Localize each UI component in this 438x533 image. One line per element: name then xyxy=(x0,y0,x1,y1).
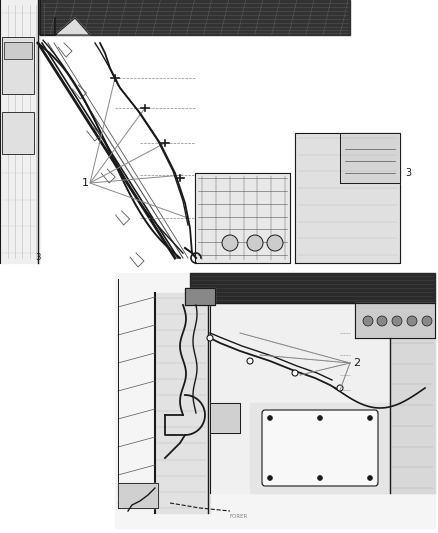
Circle shape xyxy=(207,335,213,341)
Circle shape xyxy=(318,416,322,421)
Polygon shape xyxy=(40,0,350,35)
FancyBboxPatch shape xyxy=(262,410,378,486)
Circle shape xyxy=(392,316,402,326)
Text: 2: 2 xyxy=(353,358,360,368)
Polygon shape xyxy=(250,403,390,493)
Polygon shape xyxy=(295,133,400,263)
Circle shape xyxy=(367,416,372,421)
Circle shape xyxy=(247,235,263,251)
Text: 3: 3 xyxy=(405,168,411,178)
Polygon shape xyxy=(0,0,40,263)
Circle shape xyxy=(377,316,387,326)
Polygon shape xyxy=(390,338,435,493)
FancyBboxPatch shape xyxy=(2,112,34,154)
Circle shape xyxy=(363,316,373,326)
Polygon shape xyxy=(190,273,435,303)
Circle shape xyxy=(268,475,272,481)
Polygon shape xyxy=(355,303,435,338)
Circle shape xyxy=(422,316,432,326)
Circle shape xyxy=(337,385,343,391)
Polygon shape xyxy=(210,403,240,433)
Text: FORER: FORER xyxy=(230,514,248,519)
Polygon shape xyxy=(195,173,290,263)
Polygon shape xyxy=(210,303,435,493)
Circle shape xyxy=(268,416,272,421)
Polygon shape xyxy=(155,293,210,513)
Polygon shape xyxy=(115,273,435,528)
Circle shape xyxy=(292,370,298,376)
Polygon shape xyxy=(55,18,90,35)
Circle shape xyxy=(367,475,372,481)
Polygon shape xyxy=(185,288,215,305)
Circle shape xyxy=(318,475,322,481)
Text: 3: 3 xyxy=(35,253,40,262)
Circle shape xyxy=(222,235,238,251)
Circle shape xyxy=(407,316,417,326)
Polygon shape xyxy=(0,268,115,533)
Circle shape xyxy=(267,235,283,251)
Polygon shape xyxy=(118,483,158,508)
Polygon shape xyxy=(340,133,400,183)
FancyBboxPatch shape xyxy=(2,37,34,94)
Circle shape xyxy=(247,358,253,364)
Text: 1: 1 xyxy=(82,178,89,188)
FancyBboxPatch shape xyxy=(4,42,32,59)
